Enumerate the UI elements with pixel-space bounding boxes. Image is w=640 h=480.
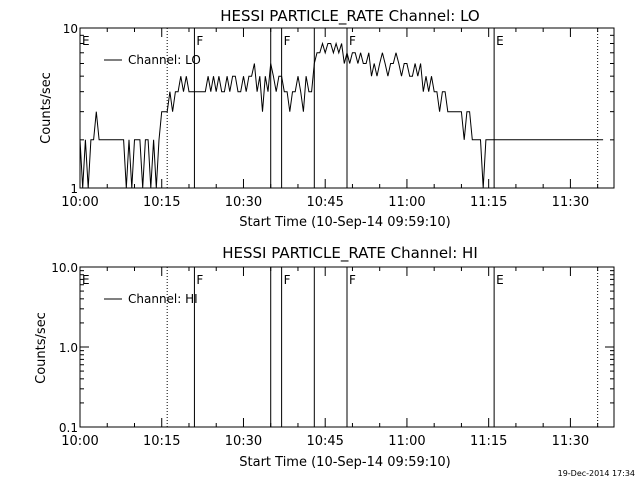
lo-x-tick-label: 11:30	[552, 195, 589, 210]
hi-x-tick-label: 10:30	[225, 434, 262, 449]
lo-plot-area: 10:00 10:15 10:30 10:45 11:00 11:15 11:30 1 10 E F…	[61, 22, 615, 210]
hi-marker-label: F	[196, 273, 203, 287]
hi-marker-label: E	[82, 273, 90, 287]
lo-y-tick-label: 1	[70, 182, 78, 196]
lo-series-line	[79, 41, 604, 189]
lo-x-axis-label: Start Time (10-Sep-14 09:59:10)	[239, 215, 450, 230]
hi-marker-label: F	[284, 273, 291, 287]
lo-marker-label: F	[284, 34, 291, 48]
hi-legend-label: Channel: HI	[128, 292, 198, 306]
lo-y-tick-label: 10	[63, 22, 78, 36]
hi-y-axis-label: Counts/sec	[34, 312, 49, 384]
hi-chart-title: HESSI PARTICLE_RATE Channel: HI	[222, 244, 478, 263]
lo-x-tick-label: 11:00	[388, 195, 425, 210]
lo-x-tick-label: 10:45	[306, 195, 343, 210]
hi-x-tick-label: 11:00	[388, 434, 425, 449]
hi-marker-label: E	[496, 273, 504, 287]
hi-x-tick-label: 10:15	[143, 434, 180, 449]
hi-x-tick-label: 11:15	[470, 434, 507, 449]
lo-legend-label: Channel: LO	[128, 53, 201, 67]
hi-x-tick-label: 11:30	[552, 434, 589, 449]
lo-marker-label: E	[496, 34, 504, 48]
hi-x-tick-label: 10:00	[61, 434, 98, 449]
hi-y-tick-label: 0.1	[59, 421, 78, 435]
hi-plot-area: 10:00 10:15 10:30 10:45 11:00 11:15 11:30 0.1 1.…	[51, 261, 615, 449]
lo-marker-label: F	[196, 34, 203, 48]
lo-marker-label: E	[82, 34, 90, 48]
hi-y-tick-label: 10.0	[51, 261, 78, 275]
lo-x-tick-label: 11:15	[470, 195, 507, 210]
lo-marker-label: F	[349, 34, 356, 48]
hi-x-tick-label: 10:45	[306, 434, 343, 449]
lo-chart-title: HESSI PARTICLE_RATE Channel: LO	[220, 7, 479, 26]
hi-marker-label: F	[349, 273, 356, 287]
lo-y-axis-label: Counts/sec	[39, 72, 54, 144]
hi-x-axis-label: Start Time (10-Sep-14 09:59:10)	[239, 455, 450, 470]
footer-timestamp: 19-Dec-2014 17:34	[558, 469, 635, 478]
hi-y-tick-label: 1.0	[59, 341, 78, 355]
lo-x-tick-label: 10:15	[143, 195, 180, 210]
lo-x-tick-label: 10:00	[61, 195, 98, 210]
lo-x-tick-label: 10:30	[225, 195, 262, 210]
